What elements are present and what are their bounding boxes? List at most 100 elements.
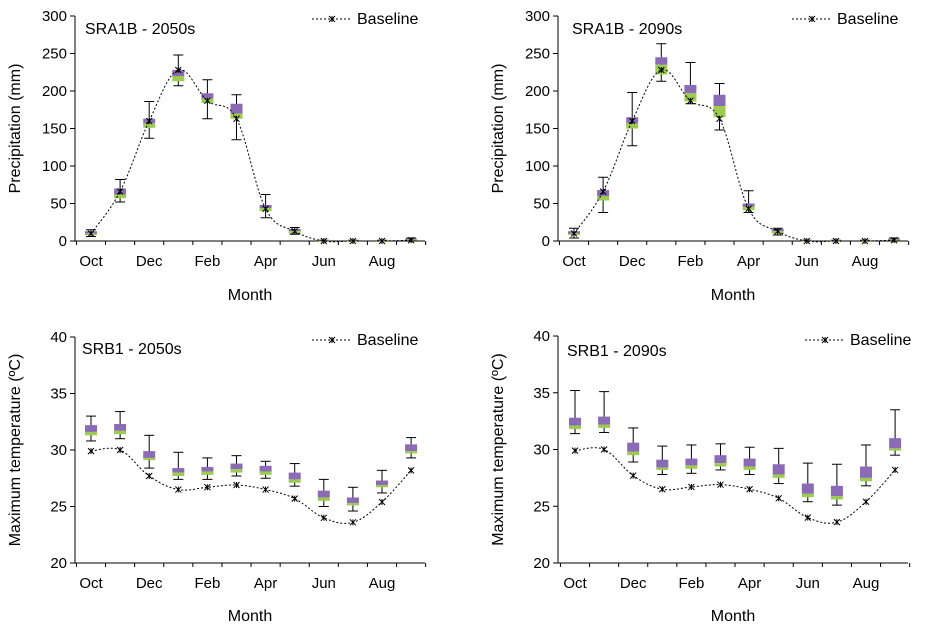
box-lower xyxy=(743,466,756,470)
x-tick-label: Feb xyxy=(194,575,220,592)
x-tick-label: Aug xyxy=(852,253,879,270)
baseline-marker xyxy=(407,236,415,244)
box-lower xyxy=(376,485,388,488)
baseline-marker xyxy=(628,117,636,125)
box-lower xyxy=(201,471,214,475)
box-upper xyxy=(685,458,698,466)
x-tick-label: Oct xyxy=(562,253,586,270)
chart-panel-4: 20 25 30 35 40 Oct Dec Feb Apr Jun Aug Month Maximum… xyxy=(490,328,911,625)
box-lower xyxy=(143,123,156,128)
box-lower xyxy=(85,431,97,436)
baseline-marker xyxy=(571,447,579,454)
x-tick-label: Oct xyxy=(563,575,587,592)
baseline-marker xyxy=(87,447,95,455)
x-tick-label: Apr xyxy=(737,253,760,270)
panel-title: SRB1 - 2050s xyxy=(82,341,182,358)
x-tick-label: Feb xyxy=(678,575,704,592)
box-lower xyxy=(627,451,640,456)
box-lower xyxy=(830,496,843,500)
baseline-line xyxy=(573,69,895,243)
x-tick-label: Feb xyxy=(677,253,703,270)
x-axis-label: Month xyxy=(711,608,755,625)
baseline-marker xyxy=(599,188,607,195)
box-upper xyxy=(713,94,726,106)
y-tick-label: 50 xyxy=(50,196,67,213)
box-upper xyxy=(656,459,669,468)
baseline-marker xyxy=(145,117,153,125)
panel-title: SRA1B - 2050s xyxy=(85,21,195,38)
baseline-marker xyxy=(629,472,637,479)
baseline-marker xyxy=(890,236,898,244)
box-upper xyxy=(684,85,697,94)
panel-title: SRA1B - 2090s xyxy=(572,21,682,38)
box-upper xyxy=(598,416,611,425)
box-upper xyxy=(230,103,243,114)
box-upper xyxy=(714,455,727,464)
box-upper xyxy=(85,425,97,432)
baseline-marker xyxy=(687,97,694,105)
x-tick-label: Dec xyxy=(136,575,163,592)
y-tick-label: 20 xyxy=(533,555,550,572)
box-upper xyxy=(405,444,418,452)
box-upper xyxy=(860,466,872,478)
y-tick-label: 50 xyxy=(533,196,550,213)
y-tick-label: 300 xyxy=(525,8,550,25)
x-tick-label: Dec xyxy=(136,253,163,270)
baseline-marker xyxy=(291,495,299,502)
box-lower xyxy=(317,497,330,501)
box-lower xyxy=(288,479,301,483)
x-tick-label: Jun xyxy=(795,253,819,270)
x-tick-label: Aug xyxy=(369,575,396,592)
baseline-marker xyxy=(233,115,240,123)
y-tick-label: 150 xyxy=(525,121,550,138)
x-tick-label: Dec xyxy=(620,575,647,592)
box-lower xyxy=(860,477,872,482)
baseline-marker xyxy=(746,485,753,493)
box-lower xyxy=(714,463,727,467)
box-lower xyxy=(597,196,610,201)
baseline-marker xyxy=(833,518,841,526)
box-lower xyxy=(346,503,359,506)
box-lower xyxy=(889,448,902,451)
x-tick-label: Jun xyxy=(796,575,820,592)
y-axis-label: Maximum temperature (ºC) xyxy=(490,353,507,546)
x-axis-label: Month xyxy=(711,287,755,304)
x-tick-label: Aug xyxy=(369,253,396,270)
baseline-line xyxy=(574,447,896,524)
baseline-marker xyxy=(891,466,899,474)
box-upper xyxy=(201,93,214,99)
y-axis-label: Precipitation (mm) xyxy=(7,64,24,194)
box-upper xyxy=(376,480,388,486)
y-tick-label: 150 xyxy=(42,121,67,138)
baseline-marker xyxy=(804,514,812,521)
x-tick-label: Jun xyxy=(312,575,336,592)
legend-marker xyxy=(808,15,816,23)
box-lower xyxy=(772,474,785,478)
x-tick-label: Oct xyxy=(79,253,103,270)
baseline-marker xyxy=(116,446,124,454)
box-upper xyxy=(317,490,330,498)
box-lower xyxy=(143,457,156,461)
y-tick-label: 40 xyxy=(533,328,550,345)
x-axis-label: Month xyxy=(228,287,272,304)
y-tick-label: 35 xyxy=(533,385,550,402)
box-lower xyxy=(569,425,581,430)
y-tick-label: 200 xyxy=(42,83,67,100)
baseline-marker xyxy=(262,205,269,213)
box-lower xyxy=(713,106,726,118)
box-lower xyxy=(801,493,814,498)
baseline-marker xyxy=(717,481,724,489)
baseline-marker xyxy=(204,483,211,491)
baseline-marker xyxy=(658,485,666,493)
x-tick-label: Aug xyxy=(853,575,880,592)
box-upper xyxy=(772,464,785,475)
y-tick-label: 100 xyxy=(525,158,550,175)
box-upper xyxy=(627,442,640,452)
box-lower xyxy=(598,424,611,428)
y-tick-label: 30 xyxy=(50,442,67,459)
baseline-marker xyxy=(716,115,723,123)
legend-marker xyxy=(328,15,336,23)
box-upper xyxy=(346,497,359,504)
baseline-marker xyxy=(174,486,182,493)
baseline-marker xyxy=(378,237,386,245)
